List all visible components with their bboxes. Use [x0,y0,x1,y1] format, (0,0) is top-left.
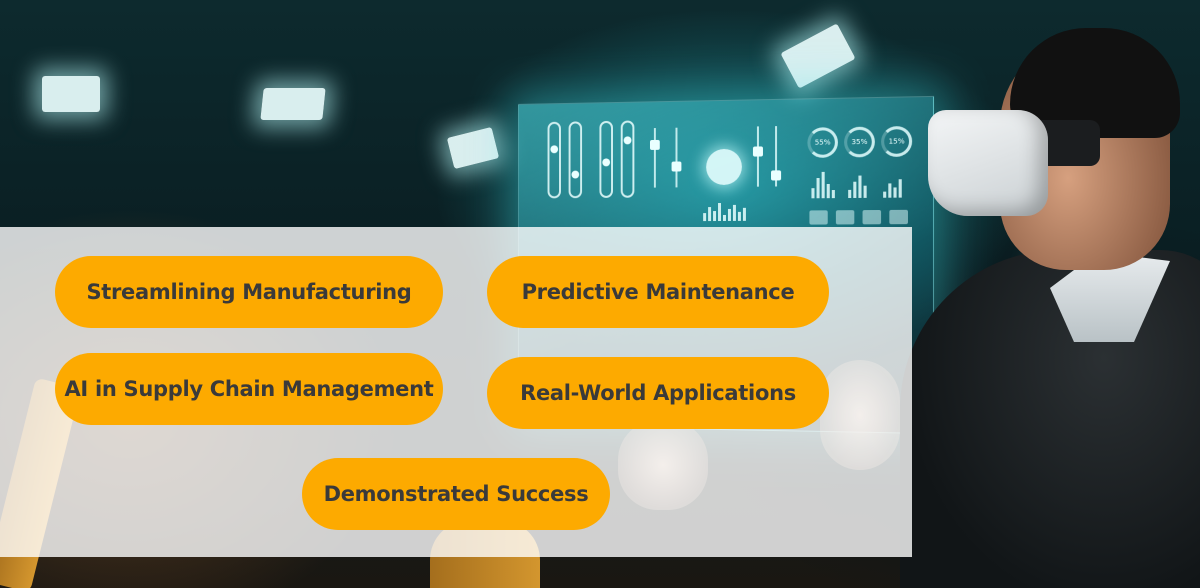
topic-pill-demonstrated-success[interactable]: Demonstrated Success [302,458,610,530]
hologram-control [757,126,759,186]
topic-pill-ai-supply-chain[interactable]: AI in Supply Chain Management [55,353,443,425]
hologram-control [775,126,777,186]
hologram-tile-icon [809,210,827,224]
topic-pill-predictive-maintenance[interactable]: Predictive Maintenance [487,256,829,328]
gauge-ring-icon: 55% [807,127,838,158]
topic-pill-real-world-applications[interactable]: Real-World Applications [487,357,829,429]
ceiling-light [447,127,499,169]
hologram-tile-icon [863,210,882,224]
person-suit [900,250,1200,588]
hologram-slider [621,120,635,197]
hologram-control [654,128,656,188]
hologram-bar-chart [883,171,902,198]
gauge-ring-icon: 15% [881,126,912,157]
hologram-bar-chart [703,201,746,221]
ceiling-light [260,88,325,120]
topic-pill-streamlining-manufacturing[interactable]: Streamlining Manufacturing [55,256,443,328]
ceiling-light [780,23,855,88]
vr-headset-icon [928,110,1048,216]
ceiling-light [42,76,100,112]
hologram-bar-chart [811,172,834,199]
hologram-slider [599,121,613,198]
hologram-tile-icon [836,210,854,224]
hologram-control [675,128,677,188]
hologram-bar-chart [848,171,866,198]
hologram-tile-icon [889,210,908,224]
hologram-dial [706,149,742,185]
hologram-slider [548,122,561,199]
gauge-ring-icon: 35% [844,127,875,158]
hologram-slider [569,121,582,198]
